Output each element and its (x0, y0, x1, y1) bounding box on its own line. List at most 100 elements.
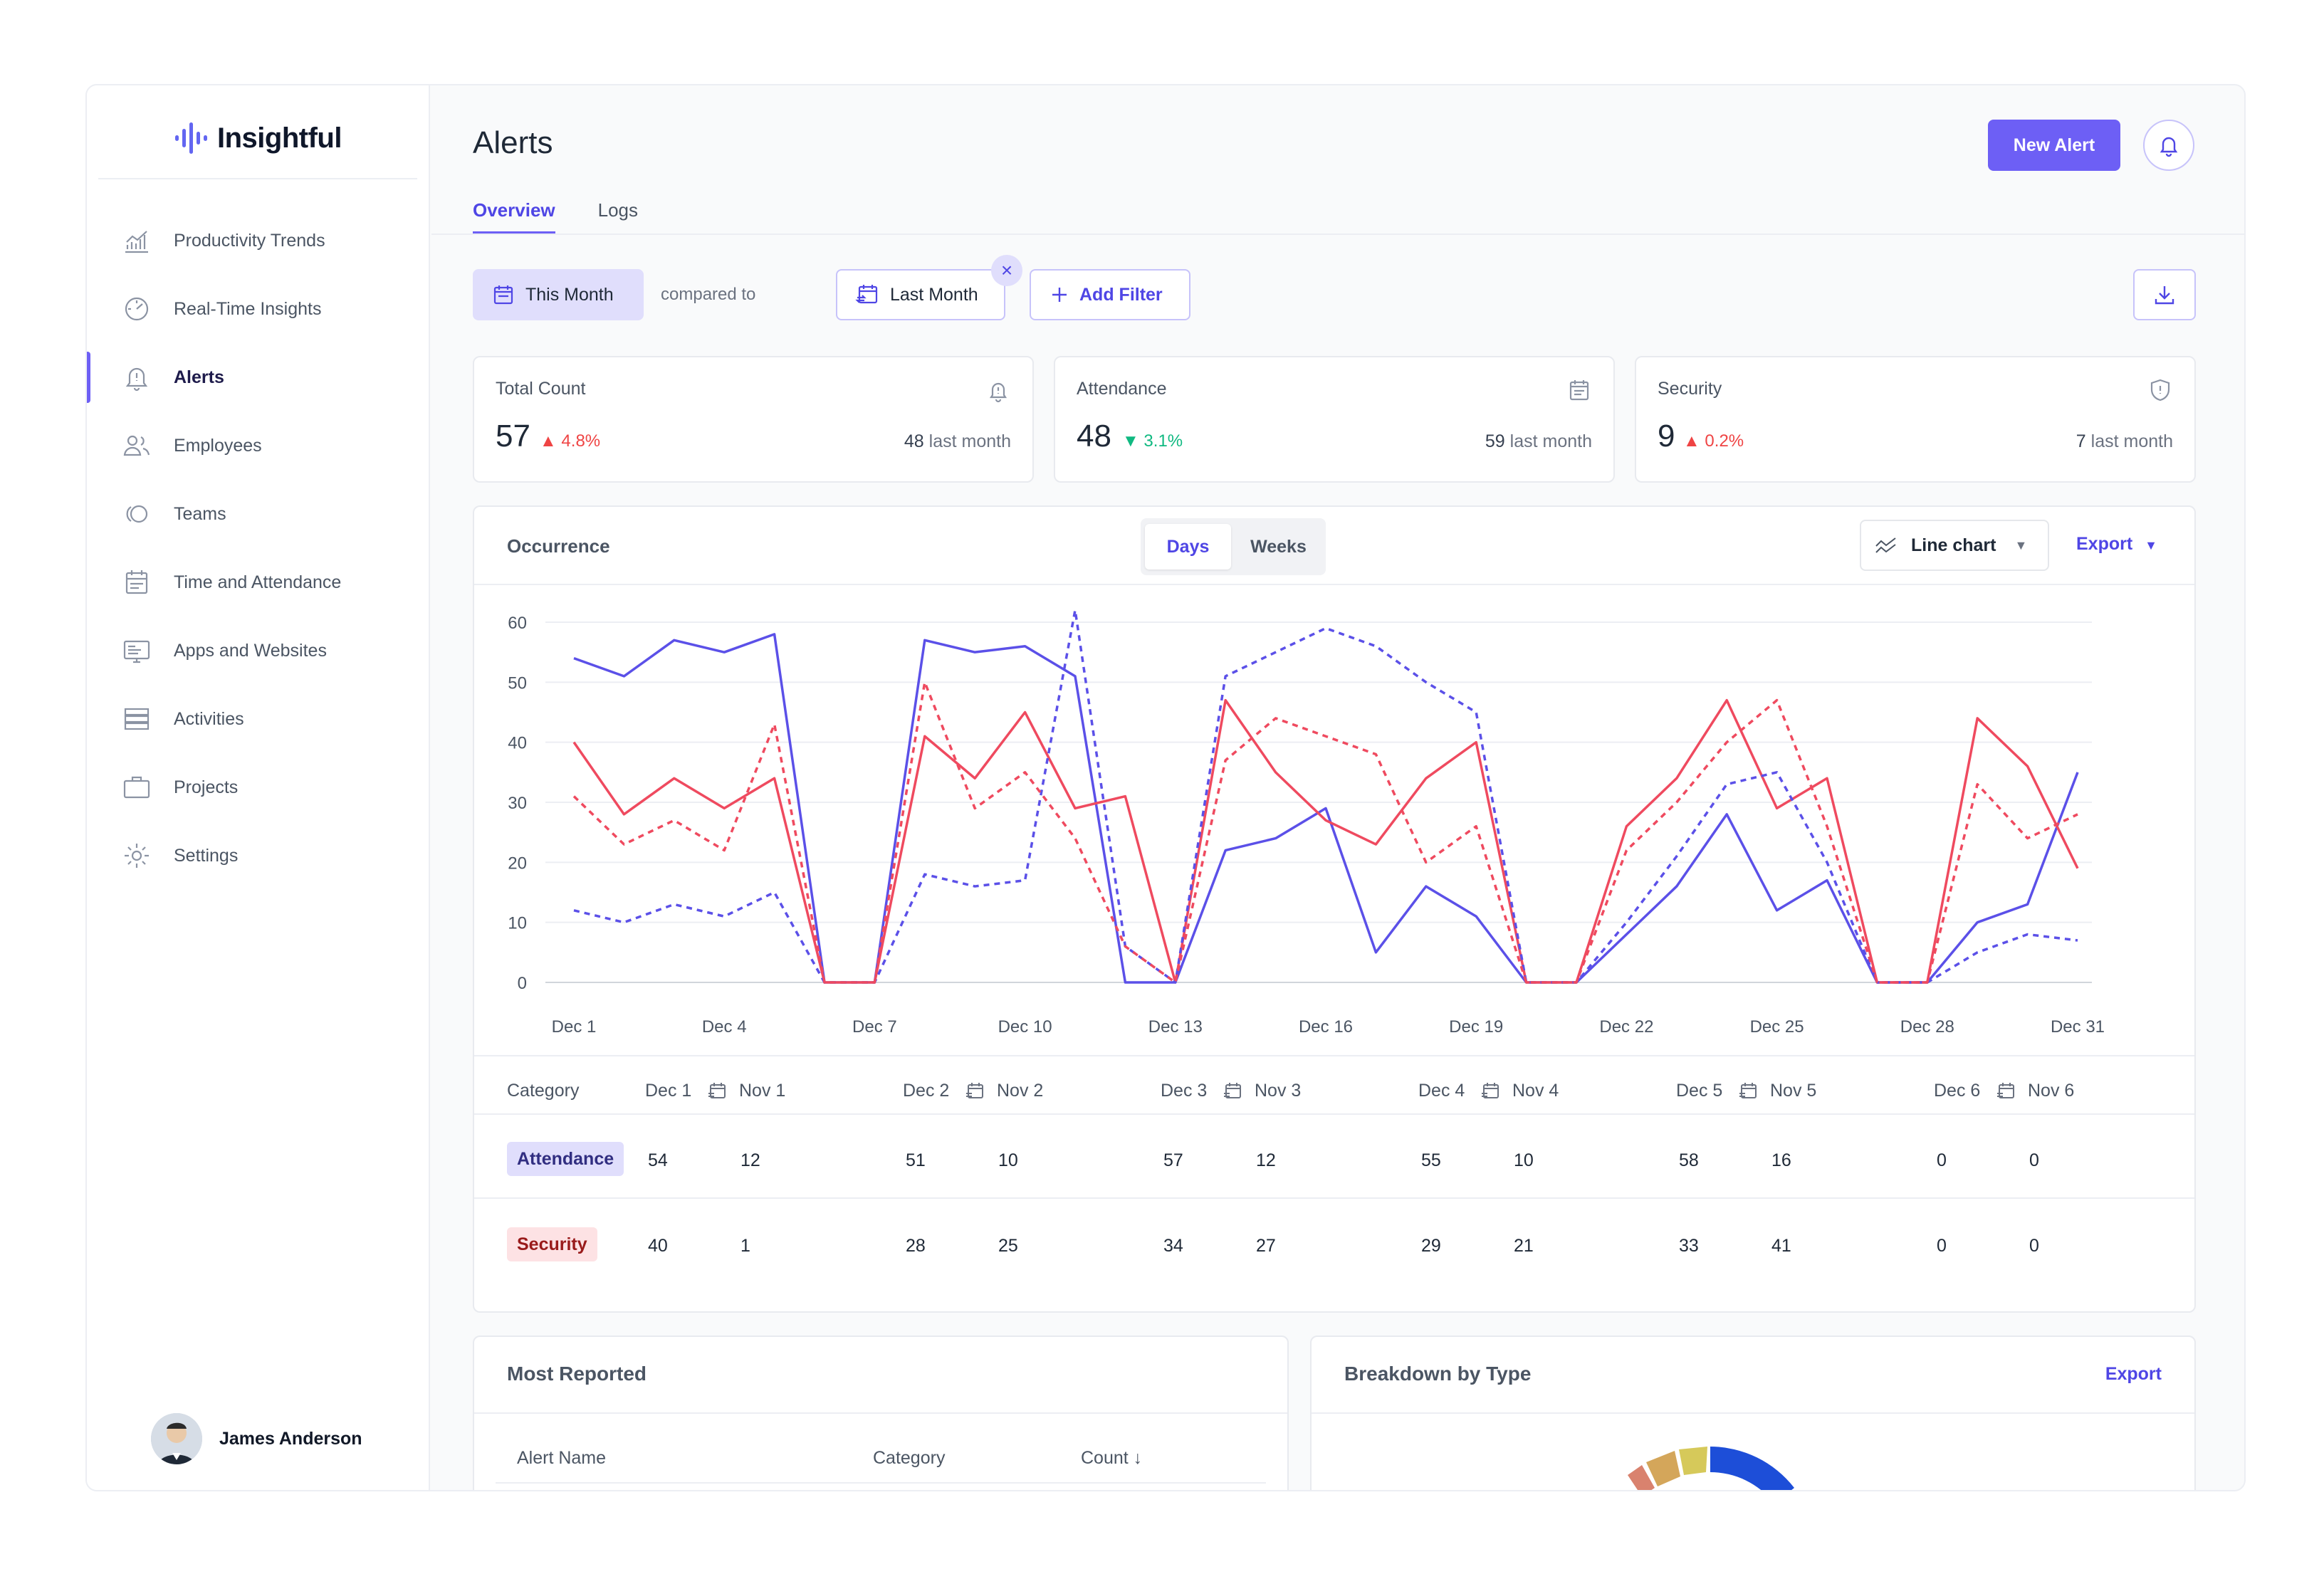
sidebar-item-label: Settings (174, 845, 239, 866)
avatar (151, 1413, 202, 1464)
sidebar-item-activities[interactable]: Activities (87, 685, 429, 753)
calendar-compare-icon (1224, 1083, 1241, 1098)
chevron-down-icon: ▼ (2145, 538, 2157, 552)
stat-label: Total Count (496, 379, 586, 399)
logo-mark-icon (175, 122, 207, 154)
stat-delta: ▼ 3.1% (1122, 431, 1183, 451)
column-previous-date: Nov 6 (2028, 1081, 2075, 1101)
remove-compare-button[interactable]: × (991, 255, 1022, 286)
previous-value: 10 (1514, 1150, 1534, 1170)
previous-value: 1 (740, 1236, 750, 1256)
column-category[interactable]: Category (507, 1081, 580, 1101)
column-current-date: Dec 4 (1418, 1081, 1465, 1101)
chart-type-select[interactable]: Line chart ▼ (1860, 520, 2049, 571)
days-weeks-toggle: Days Weeks (1141, 518, 1326, 575)
calendar-compare-icon (966, 1083, 983, 1098)
logo-text: Insightful (217, 122, 342, 154)
calendar-compare-icon (1997, 1083, 2014, 1098)
toggle-days[interactable]: Days (1145, 524, 1231, 570)
column-previous-date: Nov 1 (739, 1081, 786, 1101)
sidebar-item-label: Productivity Trends (174, 230, 325, 251)
plus-icon (1052, 288, 1067, 302)
column-category[interactable]: Category (873, 1448, 946, 1468)
current-value: 28 (906, 1236, 926, 1256)
occurrence-card: Occurrence Days Weeks Line chart ▼ Expor… (473, 505, 2196, 1313)
calendar-compare-icon (855, 285, 878, 304)
sidebar-item-label: Employees (174, 435, 262, 456)
bell-alert-icon (989, 382, 1007, 403)
chart-export-button[interactable]: Export ▼ (2076, 534, 2157, 554)
sidebar-item-employees[interactable]: Employees (87, 411, 429, 480)
current-value: 54 (648, 1150, 668, 1170)
breakdown-title: Breakdown by Type (1344, 1363, 1532, 1385)
table-divider (474, 1197, 2194, 1199)
calendar-compare-icon (1739, 1083, 1757, 1098)
x-tick-label: Dec 7 (852, 1017, 897, 1037)
compare-period-label: Last Month (890, 284, 978, 305)
notifications-button[interactable] (2143, 120, 2194, 171)
app-window: Insightful Productivity Trends Real-Time… (85, 84, 2246, 1491)
new-alert-button[interactable]: New Alert (1988, 120, 2120, 171)
current-value: 57 (1163, 1150, 1183, 1170)
sidebar-item-label: Real-Time Insights (174, 298, 322, 319)
breakdown-card: Breakdown by Type Export (1310, 1336, 2196, 1490)
chart-trend-icon (121, 225, 152, 256)
main-content: Alerts New Alert Overview Logs This Mont… (431, 85, 2244, 1490)
category-badge: Security (507, 1227, 597, 1261)
series-line-3 (572, 681, 2078, 984)
x-tick-label: Dec 16 (1299, 1017, 1353, 1037)
user-profile[interactable]: James Anderson (151, 1413, 362, 1464)
column-current-date: Dec 6 (1934, 1081, 1981, 1101)
close-icon: × (1000, 259, 1013, 281)
sidebar-item-settings[interactable]: Settings (87, 822, 429, 890)
column-previous-date: Nov 4 (1512, 1081, 1559, 1101)
compare-period-filter[interactable]: Last Month (836, 269, 1005, 320)
x-tick-label: Dec 13 (1148, 1017, 1203, 1037)
table-divider (474, 1055, 2194, 1056)
current-value: 58 (1679, 1150, 1699, 1170)
table-divider (496, 1482, 1266, 1484)
breakdown-export-button[interactable]: Export (2105, 1364, 2162, 1384)
previous-value: 16 (1771, 1150, 1791, 1170)
tab-divider (431, 233, 2244, 235)
download-button[interactable] (2133, 269, 2196, 320)
sidebar-item-teams[interactable]: Teams (87, 480, 429, 548)
toggle-weeks[interactable]: Weeks (1250, 536, 1307, 557)
sidebar-item-time-attendance[interactable]: Time and Attendance (87, 548, 429, 616)
x-tick-label: Dec 10 (998, 1017, 1052, 1037)
sidebar-item-alerts[interactable]: Alerts (87, 343, 429, 411)
sidebar-item-apps-websites[interactable]: Apps and Websites (87, 616, 429, 685)
tab-overview[interactable]: Overview (473, 199, 555, 234)
y-tick-label: 10 (508, 914, 527, 933)
sidebar-item-projects[interactable]: Projects (87, 753, 429, 822)
shield-icon (2150, 379, 2170, 402)
previous-value: 27 (1256, 1236, 1276, 1256)
calendar-compare-icon (1482, 1083, 1499, 1098)
y-tick-label: 60 (508, 614, 527, 633)
logo[interactable]: Insightful (175, 117, 342, 159)
calendar-compare-icon (708, 1083, 726, 1098)
sidebar-item-label: Apps and Websites (174, 640, 327, 661)
column-previous-date: Nov 5 (1770, 1081, 1817, 1101)
x-tick-label: Dec 28 (1900, 1017, 1954, 1037)
tab-logs[interactable]: Logs (597, 199, 639, 221)
column-count[interactable]: Count ↓ (1081, 1448, 1143, 1468)
sidebar-item-label: Time and Attendance (174, 572, 342, 592)
current-value: 55 (1421, 1150, 1441, 1170)
calendar-icon (121, 567, 152, 598)
column-previous-date: Nov 2 (997, 1081, 1044, 1101)
chart-type-label: Line chart (1911, 535, 1996, 555)
column-alert-name[interactable]: Alert Name (517, 1448, 607, 1468)
stat-value: 48 (1077, 419, 1111, 453)
sidebar-item-productivity-trends[interactable]: Productivity Trends (87, 206, 429, 275)
sidebar: Insightful Productivity Trends Real-Time… (87, 85, 430, 1490)
sidebar-item-real-time-insights[interactable]: Real-Time Insights (87, 275, 429, 343)
compared-to-label: compared to (661, 285, 756, 304)
add-filter-button[interactable]: Add Filter (1030, 269, 1190, 320)
monitor-icon (121, 635, 152, 666)
previous-value: 0 (2029, 1236, 2039, 1256)
card-divider (474, 1412, 1287, 1414)
x-tick-label: Dec 31 (2051, 1017, 2105, 1037)
period-filter[interactable]: This Month (473, 269, 644, 320)
previous-value: 21 (1514, 1236, 1534, 1256)
